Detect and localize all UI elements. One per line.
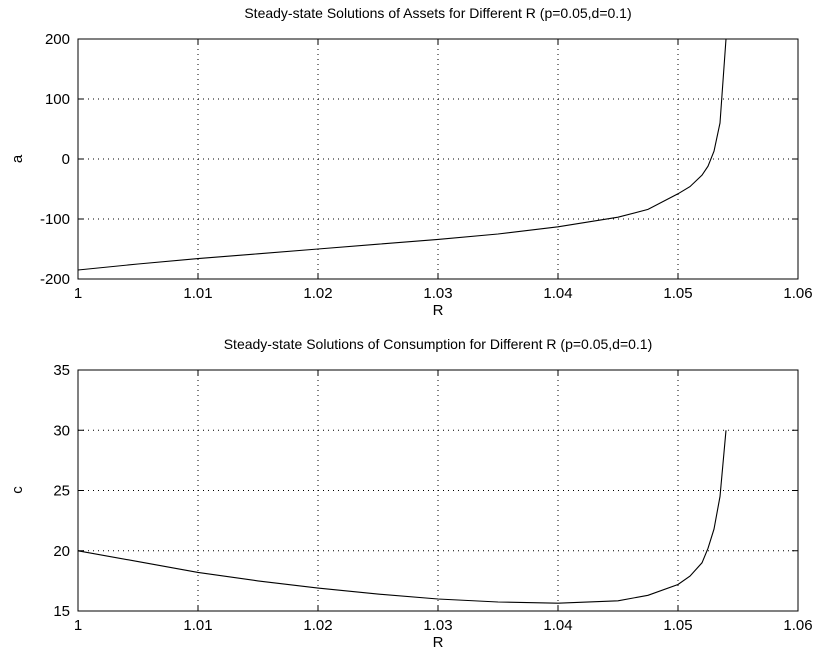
x-tick-label: 1.05 (663, 617, 692, 634)
y-tick-label: 15 (53, 603, 70, 620)
assets-grid (78, 39, 798, 279)
series-line (77, 430, 727, 604)
assets-chart: Steady-state Solutions of Assets for Dif… (9, 5, 813, 319)
assets-ticks: 1 1.01 1.02 1.03 1.04 1.05 1.06 200 100 0 -100 -200 (40, 31, 813, 302)
consumption-chart: Steady-state Solutions of Consumption fo… (9, 336, 813, 651)
x-tick-label: 1.01 (183, 285, 212, 302)
assets-chart-title: Steady-state Solutions of Assets for Dif… (244, 5, 631, 21)
x-tick-label: 1.04 (543, 617, 572, 634)
assets-series (77, 38, 727, 271)
x-tick-label: 1.02 (303, 617, 332, 634)
x-tick-label: 1.05 (663, 285, 692, 302)
consumption-x-axis-label: R (433, 634, 444, 651)
y-tick-label: -200 (40, 271, 70, 288)
assets-y-axis-label: a (9, 154, 26, 163)
y-tick-label: 100 (45, 91, 70, 108)
y-tick-label: 0 (62, 151, 70, 168)
x-tick-label: 1 (74, 617, 82, 634)
x-tick-label: 1.03 (423, 285, 452, 302)
y-tick-label: 25 (53, 483, 70, 500)
x-tick-label: 1.06 (783, 285, 812, 302)
x-tick-label: 1.04 (543, 285, 572, 302)
x-tick-label: 1 (74, 285, 82, 302)
consumption-grid (78, 370, 798, 611)
y-tick-label: -100 (40, 211, 70, 228)
y-tick-label: 30 (53, 422, 70, 439)
consumption-y-axis-label: c (9, 486, 26, 494)
y-tick-label: 35 (53, 362, 70, 379)
x-tick-label: 1.02 (303, 285, 332, 302)
consumption-ticks: 1 1.01 1.02 1.03 1.04 1.05 1.06 35 30 25 20 15 (53, 362, 812, 634)
consumption-series (77, 430, 727, 604)
y-tick-label: 20 (53, 543, 70, 560)
x-tick-label: 1.03 (423, 617, 452, 634)
x-tick-label: 1.06 (783, 617, 812, 634)
series-line (77, 38, 727, 271)
y-tick-label: 200 (45, 31, 70, 48)
consumption-chart-title: Steady-state Solutions of Consumption fo… (224, 336, 653, 352)
assets-x-axis-label: R (433, 302, 444, 319)
x-tick-label: 1.01 (183, 617, 212, 634)
